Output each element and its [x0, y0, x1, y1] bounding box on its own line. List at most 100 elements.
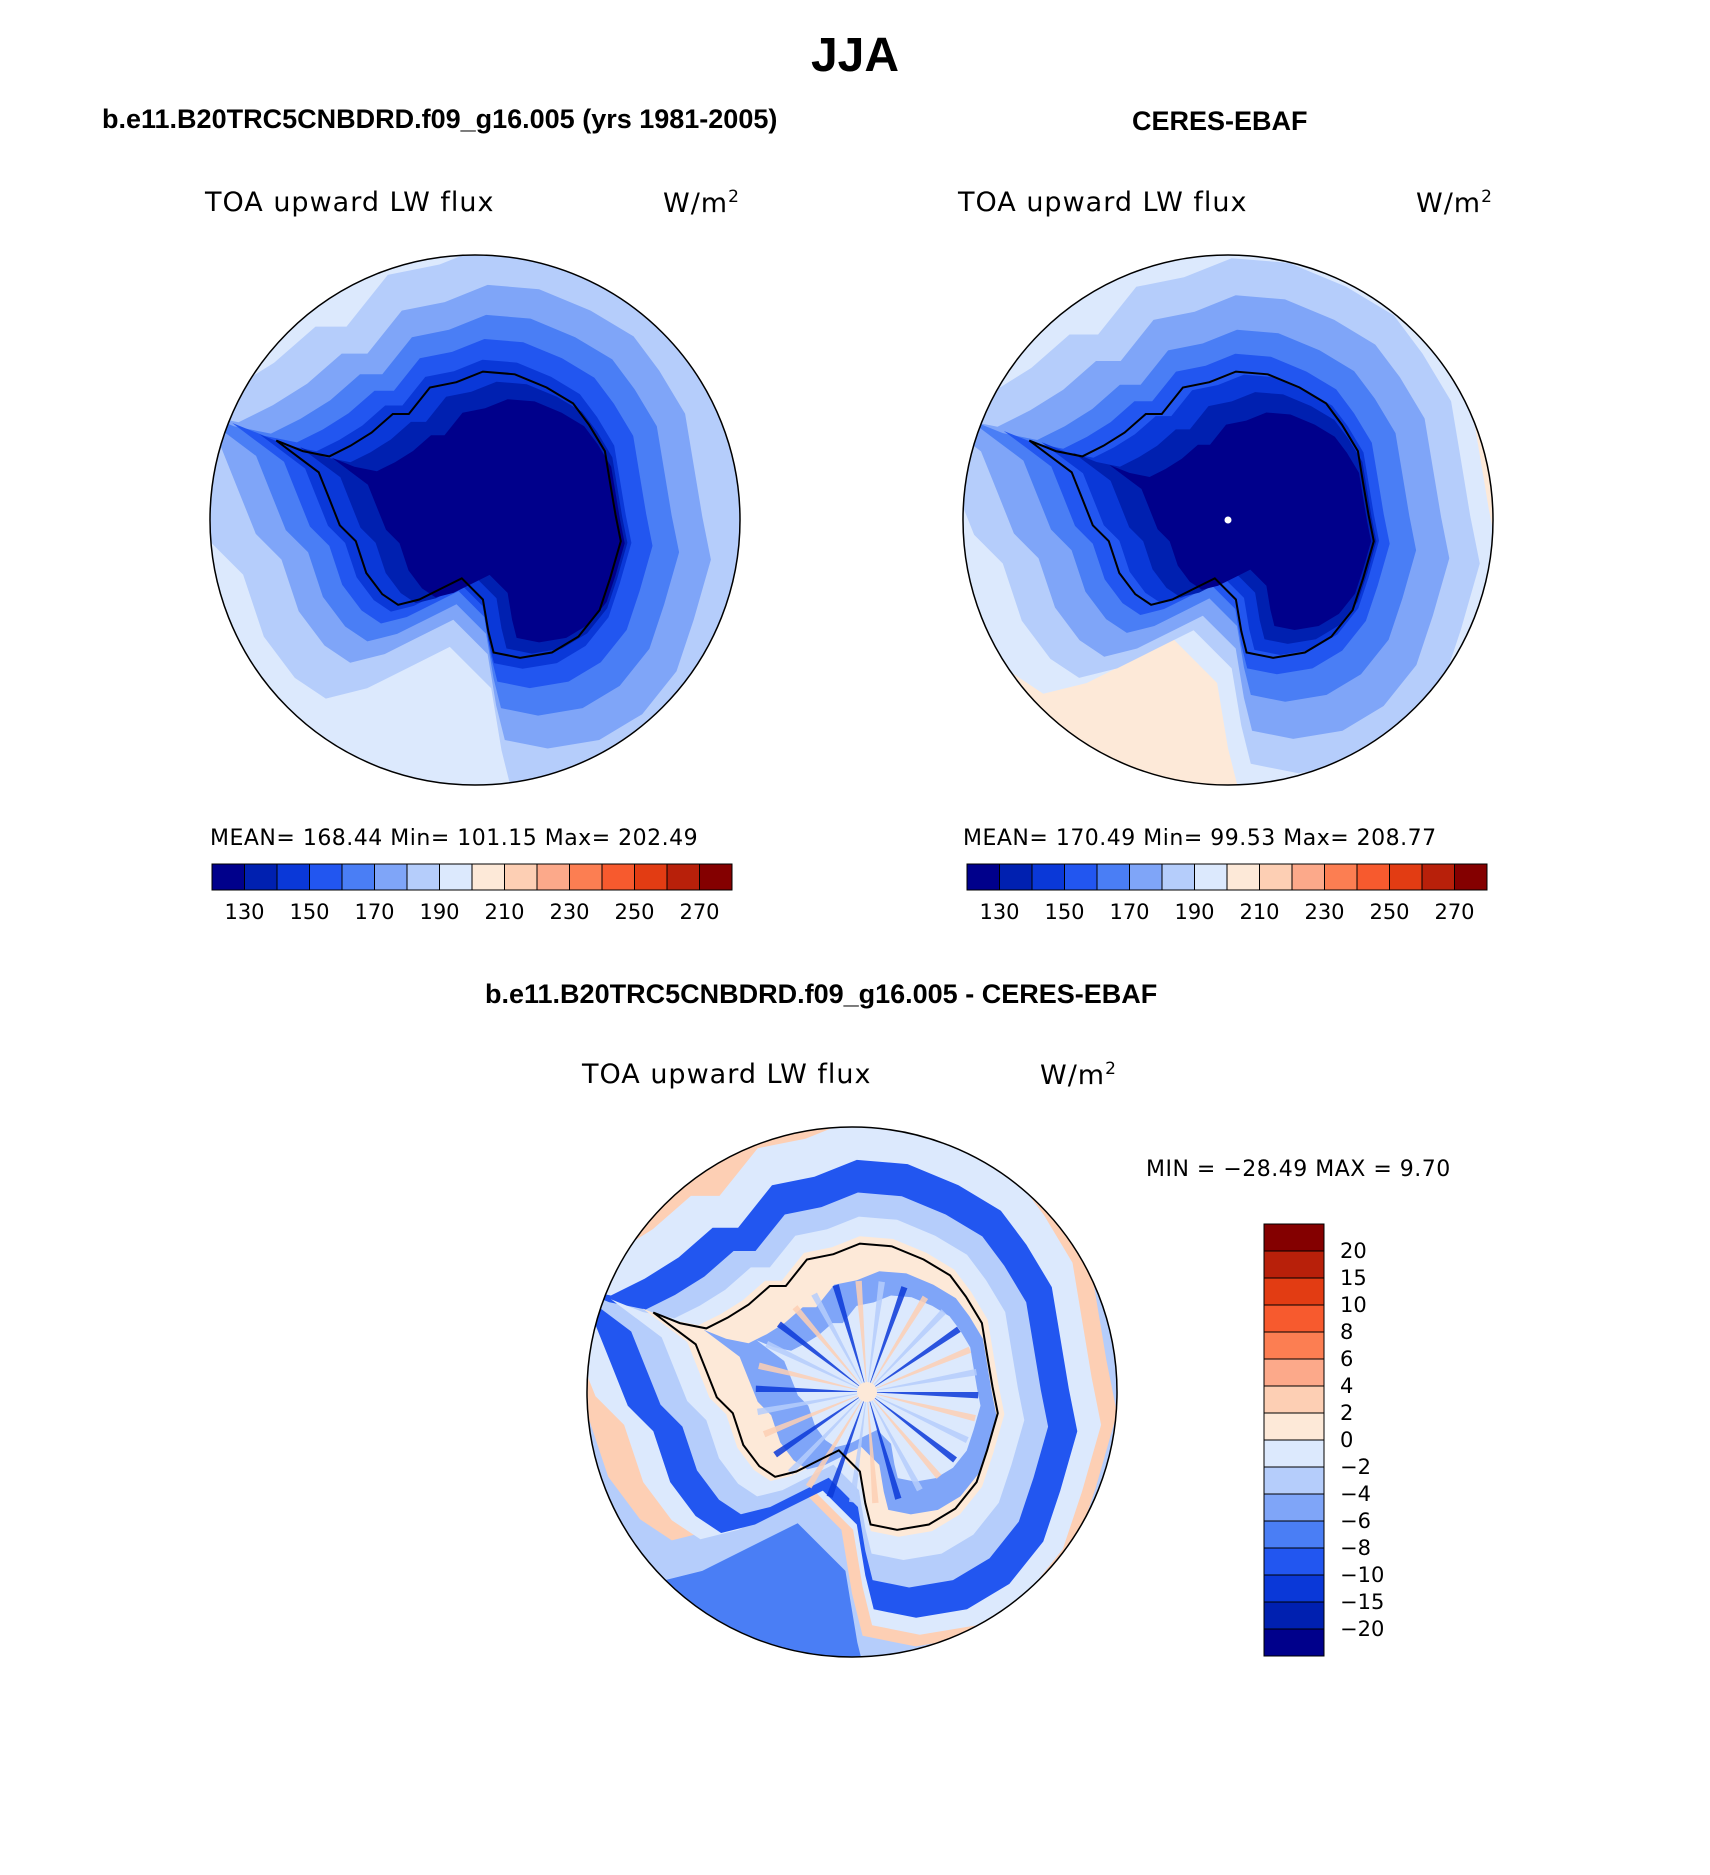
obs-colorbar-swatch-15	[1454, 863, 1488, 891]
diff-streak-17	[765, 1341, 867, 1392]
diff-streak-9	[826, 1392, 867, 1498]
model-colorbar-swatch-3	[309, 863, 343, 891]
model-variable-label: TOA upward LW flux	[205, 187, 495, 218]
diff-streak-22	[855, 1280, 867, 1392]
diff-field	[587, 1127, 1117, 1657]
model-colorbar-swatch-8	[471, 863, 505, 891]
diff-streak-19	[792, 1305, 867, 1392]
obs-coastline	[1028, 370, 1375, 659]
obs-colorbar-swatch-7	[1194, 863, 1228, 891]
obs-colorbar-swatch-14	[1421, 863, 1455, 891]
diff-colorbar-swatch-14	[1263, 1601, 1325, 1630]
obs-colorbar-swatch-10	[1291, 863, 1325, 891]
diff-colorbar-swatch-2	[1263, 1277, 1325, 1306]
diff-streak-23	[867, 1281, 885, 1392]
diff-colorbar-swatch-0	[1263, 1223, 1325, 1252]
diff-colorbar-swatch-11	[1263, 1520, 1325, 1549]
diff-colorbar-swatch-8	[1263, 1439, 1325, 1468]
diff-colorbar-swatch-3	[1263, 1304, 1325, 1333]
diff-streak-6	[867, 1392, 902, 1500]
diff-streak-12	[773, 1392, 867, 1458]
diff-variable-label: TOA upward LW flux	[582, 1059, 872, 1090]
model-colorbar-tick-label: 230	[549, 900, 590, 924]
model-colorbar-swatch-0	[211, 863, 245, 891]
model-colorbar-swatch-1	[244, 863, 278, 891]
obs-colorbar-swatch-13	[1389, 863, 1423, 891]
obs-colorbar-swatch-3	[1064, 863, 1098, 891]
obs-colorbar-swatch-6	[1161, 863, 1195, 891]
diff-colorbar-tick-label: 0	[1340, 1428, 1354, 1452]
obs-colorbar-tick-label: 130	[979, 900, 1020, 924]
diff-stats: MIN = −28.49 MAX = 9.70	[1146, 1157, 1451, 1182]
diff-colorbar-tick-label: −2	[1340, 1455, 1371, 1479]
model-colorbar-swatch-14	[666, 863, 700, 891]
diff-streak-18	[777, 1321, 867, 1392]
diff-panel-title: b.e11.B20TRC5CNBDRD.f09_g16.005 - CERES-…	[485, 979, 1158, 1009]
model-colorbar	[211, 863, 733, 891]
diff-streak-4	[867, 1392, 942, 1479]
diff-streak-24	[867, 1286, 908, 1392]
model-map-boundary	[209, 254, 741, 786]
obs-colorbar	[966, 863, 1488, 891]
diff-colorbar-tick-label: 10	[1340, 1293, 1367, 1317]
obs-units-label: W/m2	[1416, 187, 1493, 219]
model-field	[210, 255, 740, 785]
diff-coastline	[652, 1242, 999, 1531]
model-contour-band-6	[331, 399, 625, 643]
model-colorbar-swatch-2	[276, 863, 310, 891]
obs-colorbar-swatch-2	[1031, 863, 1065, 891]
diff-colorbar-tick-label: −4	[1340, 1482, 1371, 1506]
obs-colorbar-swatch-1	[999, 863, 1033, 891]
diff-streak-29	[867, 1368, 977, 1392]
obs-colorbar-swatch-9	[1259, 863, 1293, 891]
diff-streak-3	[867, 1392, 957, 1463]
diff-streak-2	[867, 1392, 969, 1443]
diff-streak-25	[867, 1295, 929, 1392]
diff-streak-27	[867, 1326, 961, 1392]
diff-streak-21	[832, 1284, 867, 1392]
diff-colorbar-tick-label: −10	[1340, 1563, 1385, 1587]
model-colorbar-swatch-6	[406, 863, 440, 891]
model-panel-title: b.e11.B20TRC5CNBDRD.f09_g16.005 (yrs 198…	[102, 104, 778, 134]
diff-colorbar-swatch-9	[1263, 1466, 1325, 1495]
model-colorbar-ticks: 130 150 170 190 210 230 250 270	[212, 900, 732, 930]
diff-colorbar-tick-label: 15	[1340, 1266, 1367, 1290]
figure-title: JJA	[810, 29, 900, 82]
diff-colorbar-swatch-12	[1263, 1547, 1325, 1576]
obs-contour-band-7	[1109, 412, 1372, 630]
diff-streak-8	[849, 1392, 867, 1503]
obs-pole-point	[1224, 516, 1232, 524]
diff-colorbar-swatch-7	[1263, 1412, 1325, 1441]
obs-colorbar-swatch-12	[1356, 863, 1390, 891]
obs-variable-label: TOA upward LW flux	[958, 187, 1248, 218]
model-colorbar-swatch-10	[536, 863, 570, 891]
obs-colorbar-tick-label: 210	[1239, 900, 1280, 924]
diff-colorbar-swatch-10	[1263, 1493, 1325, 1522]
diff-colorbar-tick-label: −6	[1340, 1509, 1371, 1533]
diff-colorbar-tick-label: 6	[1340, 1347, 1354, 1371]
model-colorbar-tick-label: 250	[614, 900, 655, 924]
obs-field	[963, 255, 1493, 785]
obs-colorbar-swatch-0	[966, 863, 1000, 891]
diff-units-label: W/m2	[1040, 1059, 1117, 1091]
model-colorbar-swatch-13	[634, 863, 668, 891]
diff-streak-5	[867, 1392, 923, 1492]
obs-colorbar-tick-label: 250	[1369, 900, 1410, 924]
model-colorbar-swatch-5	[374, 863, 408, 891]
model-polar-map	[209, 254, 741, 786]
diff-streak-20	[811, 1292, 867, 1392]
obs-colorbar-swatch-11	[1324, 863, 1358, 891]
obs-polar-map	[962, 254, 1494, 786]
obs-stats: MEAN= 170.49 Min= 99.53 Max= 208.77	[963, 826, 1437, 851]
diff-streak-26	[867, 1309, 947, 1392]
obs-map-boundary	[962, 254, 1494, 786]
obs-colorbar-ticks: 130 150 170 190 210 230 250 270	[967, 900, 1487, 930]
obs-panel-title: CERES-EBAF	[1132, 106, 1308, 136]
diff-colorbar-tick-label: 20	[1340, 1239, 1367, 1263]
obs-colorbar-tick-label: 150	[1044, 900, 1085, 924]
obs-colorbar-tick-label: 170	[1109, 900, 1150, 924]
obs-colorbar-tick-label: 270	[1434, 900, 1475, 924]
diff-map-boundary	[586, 1126, 1118, 1658]
diff-streak-28	[867, 1346, 972, 1392]
obs-colorbar-swatch-4	[1096, 863, 1130, 891]
